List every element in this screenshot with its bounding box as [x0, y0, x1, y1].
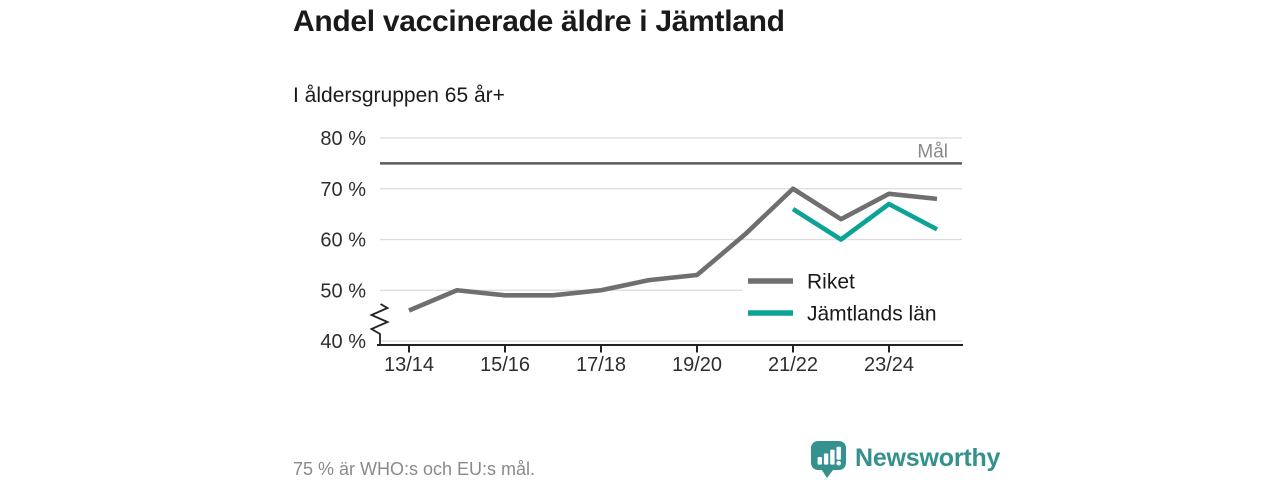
- series-line-j-mtlands-l-n: [791, 201, 939, 242]
- goal-label: Mål: [917, 141, 948, 162]
- newsworthy-logo-text: Newsworthy: [855, 444, 1001, 472]
- page-title: Andel vaccinerade äldre i Jämtland: [293, 5, 785, 38]
- logo-exclamation-bar: [836, 446, 841, 460]
- x-tick-label-17-18: 17/18: [576, 354, 626, 376]
- x-tick-label-21-22: 21/22: [768, 354, 818, 376]
- legend-label-riket: Riket: [807, 271, 855, 294]
- logo-exclamation-dot: [836, 460, 841, 466]
- x-tick-label-15-16: 15/16: [480, 354, 530, 376]
- logo-bar-medium: [823, 453, 829, 465]
- y-tick-label-60: 60 %: [320, 230, 366, 252]
- series-line-riket: [408, 186, 938, 313]
- y-tick-label-80: 80 %: [320, 128, 366, 150]
- x-tick-label-23-24: 23/24: [864, 354, 914, 376]
- logo-bar-small: [817, 457, 822, 465]
- legend-label-j-mtlands-l-n: Jämtlands län: [807, 303, 937, 326]
- axis-break-zigzag: [369, 303, 390, 345]
- legend-box: [742, 264, 963, 332]
- x-tick-label-13-14: 13/14: [384, 354, 434, 376]
- chart-subtitle: I åldersgruppen 65 år+: [293, 84, 505, 107]
- newsworthy-logo: Newsworthy: [810, 440, 1000, 478]
- y-tick-label-70: 70 %: [320, 179, 366, 201]
- chart-footnote: 75 % är WHO:s och EU:s mål.: [293, 459, 536, 479]
- logo-bar-large: [830, 449, 835, 465]
- x-tick-label-19-20: 19/20: [672, 354, 722, 376]
- bar-chart-speech-bubble-icon: [811, 441, 846, 478]
- y-tick-label-40: 40 %: [320, 331, 366, 353]
- y-tick-label-50: 50 %: [320, 280, 366, 302]
